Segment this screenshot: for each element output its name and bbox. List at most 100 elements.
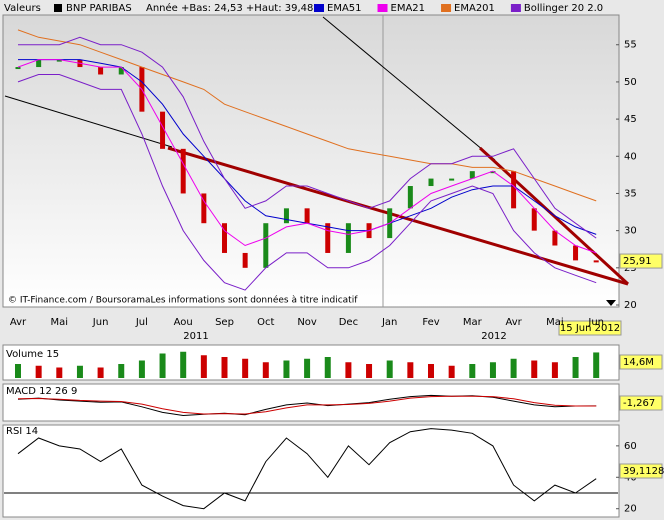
x-tick-label: Oct — [257, 317, 274, 328]
value-box — [619, 354, 663, 370]
candle — [490, 171, 496, 174]
value-box — [619, 395, 663, 411]
candle — [469, 171, 475, 179]
y-tick-label: 45 — [624, 114, 637, 125]
legend-swatch — [510, 4, 521, 12]
candle — [573, 245, 579, 261]
y-tick-label: 20 — [624, 300, 637, 311]
volume-bar — [345, 362, 352, 378]
candle — [325, 223, 331, 253]
x-tick-label: Jun — [92, 317, 109, 328]
legend-label: Bollinger 20 2.0 — [524, 3, 603, 14]
volume-bar — [407, 362, 414, 378]
volume-bar — [76, 365, 83, 378]
volume-bar — [15, 364, 21, 378]
x-tick-label: Dec — [339, 317, 358, 328]
candle — [180, 148, 186, 194]
y-tick-label: 35 — [624, 188, 637, 199]
volume-bar — [489, 362, 496, 378]
volume-bar — [304, 358, 311, 378]
x-tick-label: Sep — [215, 317, 234, 328]
volume-bar — [283, 360, 290, 378]
candle — [511, 171, 517, 209]
value-box — [619, 253, 663, 269]
year-label: 2011 — [183, 331, 208, 342]
x-tick-label: Jan — [381, 317, 397, 328]
volume-bar — [572, 357, 579, 378]
candle — [283, 208, 289, 224]
x-tick-label: Aou — [174, 317, 193, 328]
candle — [428, 178, 434, 187]
volume-bar — [242, 358, 249, 378]
volume-bar — [221, 357, 228, 378]
candle — [531, 208, 537, 231]
series-line — [17, 74, 597, 291]
year-label: 2012 — [481, 331, 506, 342]
volume-bar — [200, 355, 207, 378]
volume-bar — [159, 353, 166, 378]
x-tick-label: Mai — [51, 317, 69, 328]
legend-swatch — [441, 4, 452, 12]
y-tick-label: 30 — [624, 226, 637, 237]
main-panel — [2, 14, 620, 308]
value-box — [619, 463, 663, 479]
scroll-arrow[interactable] — [606, 300, 616, 306]
volume-bar — [262, 362, 269, 378]
candle — [304, 208, 310, 224]
macd-panel — [2, 383, 620, 422]
candle — [98, 67, 104, 75]
copyright: © IT-Finance.com / BoursoramaLes informa… — [8, 295, 358, 306]
candle — [56, 59, 62, 62]
rsi-panel — [2, 424, 620, 518]
candle — [36, 59, 42, 68]
series-line — [17, 428, 597, 510]
candle — [222, 223, 227, 253]
panel-title: RSI 14 — [6, 426, 38, 437]
volume-bar — [469, 364, 476, 378]
y-tick-label: 60 — [624, 441, 637, 452]
x-tick-label: Avr — [10, 317, 27, 328]
candle — [15, 67, 21, 70]
trend-line — [322, 16, 496, 161]
header-swatch — [54, 4, 62, 12]
x-tick-label: Mar — [463, 317, 483, 328]
volume-bar — [97, 367, 104, 378]
date-box — [558, 320, 622, 336]
x-tick-label: Avr — [505, 317, 522, 328]
volume-bar — [510, 358, 517, 378]
value-label: 39,1128 — [623, 466, 664, 477]
header-name: BNP PARIBAS — [66, 3, 132, 14]
volume-bar — [180, 351, 187, 378]
panel-title: MACD 12 26 9 — [6, 386, 77, 397]
trend-line — [478, 146, 630, 286]
series-line — [18, 36, 597, 239]
series-line — [17, 395, 597, 415]
value-label: -1,267 — [623, 398, 655, 409]
value-label: 25,91 — [623, 256, 652, 267]
volume-bar — [56, 367, 63, 378]
volume-bar — [531, 360, 538, 378]
trend-line — [167, 146, 629, 286]
header-label: Valeurs — [4, 3, 41, 14]
volume-bar — [324, 357, 331, 378]
legend-label: EMA21 — [391, 3, 426, 14]
candle — [263, 223, 269, 268]
y-tick-label: 20 — [624, 504, 637, 515]
series-line — [17, 394, 597, 417]
x-tick-label: Mai — [546, 317, 564, 328]
panel-title: Volume 15 — [6, 349, 59, 360]
legend-swatch — [377, 4, 388, 12]
candle — [201, 193, 207, 224]
x-tick-label: Jun — [587, 317, 604, 328]
volume-bar — [448, 365, 455, 378]
volume-bar — [386, 360, 393, 378]
y-tick-label: 50 — [624, 77, 637, 88]
x-tick-label: Jul — [135, 317, 148, 328]
candle — [552, 230, 558, 246]
candle — [242, 252, 248, 268]
y-tick-label: 55 — [624, 40, 637, 51]
series-line — [17, 29, 597, 202]
candle — [449, 178, 455, 181]
legend-label: EMA51 — [327, 3, 362, 14]
